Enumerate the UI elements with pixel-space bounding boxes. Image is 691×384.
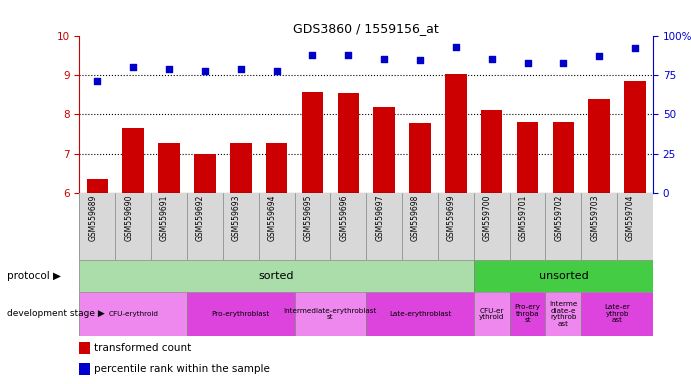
Point [128, 64, 139, 70]
Point [164, 66, 175, 72]
Bar [366, 292, 474, 336]
Bar [409, 123, 430, 193]
Bar [474, 260, 653, 292]
Bar [553, 121, 574, 193]
Bar [79, 260, 474, 292]
Bar [624, 81, 646, 193]
Bar [194, 154, 216, 193]
Bar [517, 121, 538, 193]
Text: GSM559695: GSM559695 [303, 194, 312, 241]
Bar [337, 93, 359, 193]
Bar [86, 179, 108, 193]
Bar [122, 128, 144, 193]
Text: GSM559691: GSM559691 [160, 194, 169, 241]
Point [343, 51, 354, 58]
Text: GSM559693: GSM559693 [231, 194, 240, 241]
Point [451, 44, 462, 50]
Point [307, 51, 318, 58]
Text: GSM559702: GSM559702 [554, 194, 563, 241]
Point [415, 57, 426, 63]
Text: protocol ▶: protocol ▶ [7, 271, 61, 281]
Text: percentile rank within the sample: percentile rank within the sample [94, 364, 269, 374]
Bar [79, 292, 187, 336]
Text: Pro-erythroblast: Pro-erythroblast [211, 311, 270, 317]
Bar [545, 292, 581, 336]
Point [200, 68, 211, 74]
Point [235, 66, 246, 72]
Point [630, 45, 641, 51]
Point [379, 55, 390, 61]
Text: Intermediate-erythroblast
st: Intermediate-erythroblast st [284, 308, 377, 320]
Text: GSM559704: GSM559704 [626, 194, 635, 241]
Bar [158, 143, 180, 193]
Text: Interme
diate-e
rythrob
ast: Interme diate-e rythrob ast [549, 301, 578, 327]
Text: GSM559703: GSM559703 [590, 194, 599, 241]
Text: GSM559700: GSM559700 [483, 194, 492, 241]
Title: GDS3860 / 1559156_at: GDS3860 / 1559156_at [294, 22, 439, 35]
Text: GSM559701: GSM559701 [518, 194, 527, 241]
Bar [294, 292, 366, 336]
Text: CFU-er
ythroid: CFU-er ythroid [479, 308, 504, 320]
Text: unsorted: unsorted [538, 271, 588, 281]
Text: Pro-ery
throba
st: Pro-ery throba st [515, 305, 540, 323]
Bar [79, 363, 90, 375]
Text: GSM559699: GSM559699 [447, 194, 456, 241]
Text: Late-erythroblast: Late-erythroblast [389, 311, 451, 317]
Point [558, 60, 569, 66]
Text: transformed count: transformed count [94, 343, 191, 353]
Bar [373, 107, 395, 193]
Text: GSM559689: GSM559689 [88, 194, 97, 241]
Text: CFU-erythroid: CFU-erythroid [108, 311, 158, 317]
Bar [302, 92, 323, 193]
Point [92, 78, 103, 84]
Text: GSM559690: GSM559690 [124, 194, 133, 241]
Bar [187, 292, 294, 336]
Bar [474, 292, 509, 336]
Text: GSM559698: GSM559698 [411, 194, 420, 241]
Text: GSM559696: GSM559696 [339, 194, 348, 241]
Text: sorted: sorted [259, 271, 294, 281]
Point [522, 60, 533, 66]
Text: Late-er
ythrob
ast: Late-er ythrob ast [604, 305, 630, 323]
Bar [581, 292, 653, 336]
Text: development stage ▶: development stage ▶ [7, 310, 104, 318]
Bar [266, 143, 287, 193]
Point [486, 55, 498, 61]
Point [594, 53, 605, 59]
Bar [589, 99, 610, 193]
Bar [230, 143, 252, 193]
Bar [445, 74, 466, 193]
Bar [509, 292, 545, 336]
Text: GSM559692: GSM559692 [196, 194, 205, 241]
Bar [481, 111, 502, 193]
Text: GSM559694: GSM559694 [267, 194, 276, 241]
Point [271, 68, 282, 74]
Text: GSM559697: GSM559697 [375, 194, 384, 241]
Bar [79, 342, 90, 354]
